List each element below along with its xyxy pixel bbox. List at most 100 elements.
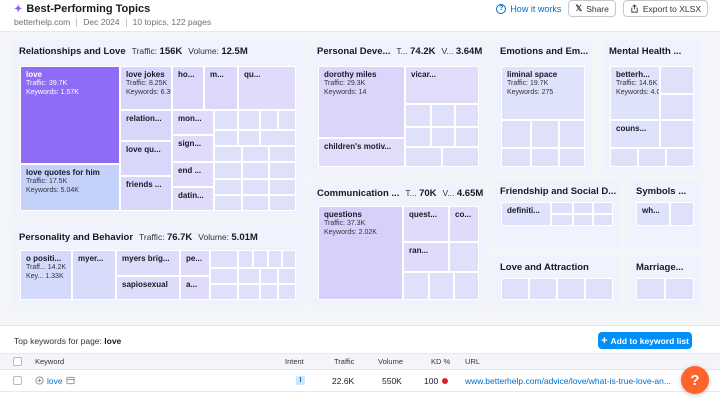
page-tile[interactable] xyxy=(268,250,282,268)
page-tile[interactable] xyxy=(665,278,694,300)
page-tile[interactable] xyxy=(531,120,559,148)
page-tile[interactable] xyxy=(242,146,269,162)
add-circle-icon[interactable] xyxy=(35,376,44,385)
page-tile[interactable] xyxy=(429,272,454,300)
page-tile[interactable] xyxy=(214,146,242,162)
page-tile[interactable] xyxy=(666,148,694,167)
page-tile[interactable] xyxy=(529,278,557,300)
page-tile[interactable]: myers brig... xyxy=(116,250,180,276)
page-tile[interactable] xyxy=(269,195,296,211)
topic-personality-and-behavior[interactable]: Personality and Behavior Traffic: 76.7K … xyxy=(13,226,303,306)
page-tile[interactable] xyxy=(238,250,253,268)
page-tile[interactable] xyxy=(455,127,479,147)
page-tile[interactable] xyxy=(660,66,694,94)
page-tile[interactable]: love qu... xyxy=(120,141,172,176)
page-tile[interactable] xyxy=(559,120,585,148)
page-tile[interactable] xyxy=(638,148,666,167)
page-tile[interactable]: qu... xyxy=(238,66,296,110)
page-tile[interactable] xyxy=(214,162,242,179)
page-tile[interactable] xyxy=(454,272,479,300)
topic-mental-health[interactable]: Mental Health ... betterh... Traffic: 14… xyxy=(603,40,701,174)
page-tile-dorothy-miles[interactable]: dorothy miles Traffic: 29.3K Keywords: 1… xyxy=(318,66,405,138)
page-tile[interactable]: co... xyxy=(449,206,479,242)
page-tile[interactable] xyxy=(214,179,242,195)
page-tile[interactable] xyxy=(210,284,238,300)
page-tile-liminal-space[interactable]: liminal space Traffic: 19.7K Keywords: 2… xyxy=(501,66,585,120)
export-xlsx-button[interactable]: Export to XLSX xyxy=(622,0,708,17)
page-tile[interactable] xyxy=(559,148,585,167)
page-tile[interactable] xyxy=(585,278,613,300)
page-tile[interactable] xyxy=(260,268,278,284)
column-url[interactable]: URL xyxy=(465,357,481,366)
page-tile-questions[interactable]: questions Traffic: 37.3K Keywords: 2.02K xyxy=(318,206,403,300)
page-tile[interactable] xyxy=(442,147,479,167)
page-tile[interactable] xyxy=(405,147,442,167)
page-tile-betterhelp[interactable]: betterh... Traffic: 14.6K Keywords: 4.04… xyxy=(610,66,660,120)
page-tile-love-jokes[interactable]: love jokes Traffic: 8.25K Keywords: 6.39… xyxy=(120,66,172,110)
page-tile[interactable] xyxy=(551,214,573,226)
page-tile[interactable] xyxy=(282,250,296,268)
page-tile[interactable] xyxy=(593,202,613,214)
page-tile[interactable] xyxy=(593,214,613,226)
page-tile[interactable] xyxy=(405,104,431,127)
page-tile[interactable] xyxy=(531,148,559,167)
page-tile[interactable]: vicar... xyxy=(405,66,479,104)
topic-marriage[interactable]: Marriage... xyxy=(630,256,701,306)
page-tile[interactable]: friends ... xyxy=(120,176,172,211)
page-tile-love[interactable]: love Traffic: 39.7K Keywords: 1.57K xyxy=(20,66,120,164)
topic-relationships-and-love[interactable]: Relationships and Love Traffic: 156K Vol… xyxy=(13,40,303,218)
topic-love-and-attraction[interactable]: Love and Attraction xyxy=(494,256,620,306)
page-tile[interactable] xyxy=(278,284,296,300)
page-tile[interactable] xyxy=(260,110,278,130)
topic-communication[interactable]: Communication ... T... 70K V... 4.65M qu… xyxy=(311,182,486,306)
page-tile[interactable] xyxy=(269,162,296,179)
page-tile[interactable]: ran... xyxy=(403,242,449,272)
page-tile[interactable] xyxy=(501,148,531,167)
page-tile[interactable] xyxy=(455,104,479,127)
page-tile[interactable]: datin... xyxy=(172,187,214,211)
help-button[interactable]: ? xyxy=(681,366,709,394)
page-tile[interactable] xyxy=(405,127,431,147)
column-traffic[interactable]: Traffic xyxy=(334,357,355,366)
topic-friendship-and-social[interactable]: Friendship and Social D... definiti... xyxy=(494,180,620,248)
select-all-checkbox[interactable] xyxy=(13,357,22,366)
page-tile[interactable] xyxy=(269,179,296,195)
page-tile[interactable] xyxy=(670,202,694,226)
topic-personal-development[interactable]: Personal Deve... T... 74.2K V... 3.64M d… xyxy=(311,40,486,174)
keyword-link[interactable]: love xyxy=(47,375,63,386)
page-tile-o-positive[interactable]: o positi... Traff... 14.2K Key... 1.33K xyxy=(20,250,72,300)
how-it-works-link[interactable]: ? How it works xyxy=(496,3,561,14)
page-tile[interactable] xyxy=(431,104,455,127)
page-tile[interactable] xyxy=(238,110,260,130)
page-tile[interactable] xyxy=(551,202,573,214)
page-tile[interactable] xyxy=(214,195,242,211)
topic-emotions[interactable]: Emotions and Em... liminal space Traffic… xyxy=(494,40,592,174)
column-kd[interactable]: KD % xyxy=(431,357,451,366)
page-tile[interactable] xyxy=(403,272,429,300)
page-tile[interactable]: quest... xyxy=(403,206,449,242)
page-tile[interactable] xyxy=(573,214,593,226)
page-tile[interactable]: ho... xyxy=(172,66,204,110)
page-tile[interactable] xyxy=(238,284,260,300)
page-tile[interactable]: definiti... xyxy=(501,202,551,226)
page-tile[interactable]: relation... xyxy=(120,110,172,141)
column-intent[interactable]: Intent xyxy=(285,357,304,366)
page-tile[interactable] xyxy=(238,130,260,146)
row-checkbox[interactable] xyxy=(13,376,22,385)
page-tile[interactable] xyxy=(636,278,665,300)
column-volume[interactable]: Volume xyxy=(378,357,404,366)
page-tile[interactable] xyxy=(573,202,593,214)
page-tile[interactable] xyxy=(660,120,694,148)
url-link[interactable]: www.betterhelp.com/advice/love/what-is-t… xyxy=(465,375,671,386)
page-tile[interactable]: m... xyxy=(204,66,238,110)
page-tile[interactable]: mon... xyxy=(172,110,214,135)
page-tile[interactable] xyxy=(278,268,296,284)
page-tile[interactable] xyxy=(214,110,238,130)
serp-features-icon[interactable] xyxy=(66,376,75,385)
share-button[interactable]: 𝕏 Share xyxy=(568,0,616,17)
page-tile[interactable] xyxy=(449,242,479,272)
page-tile[interactable]: pe... xyxy=(180,250,210,276)
page-tile[interactable] xyxy=(242,195,269,211)
column-keyword[interactable]: Keyword xyxy=(35,357,65,366)
page-tile[interactable] xyxy=(260,284,278,300)
